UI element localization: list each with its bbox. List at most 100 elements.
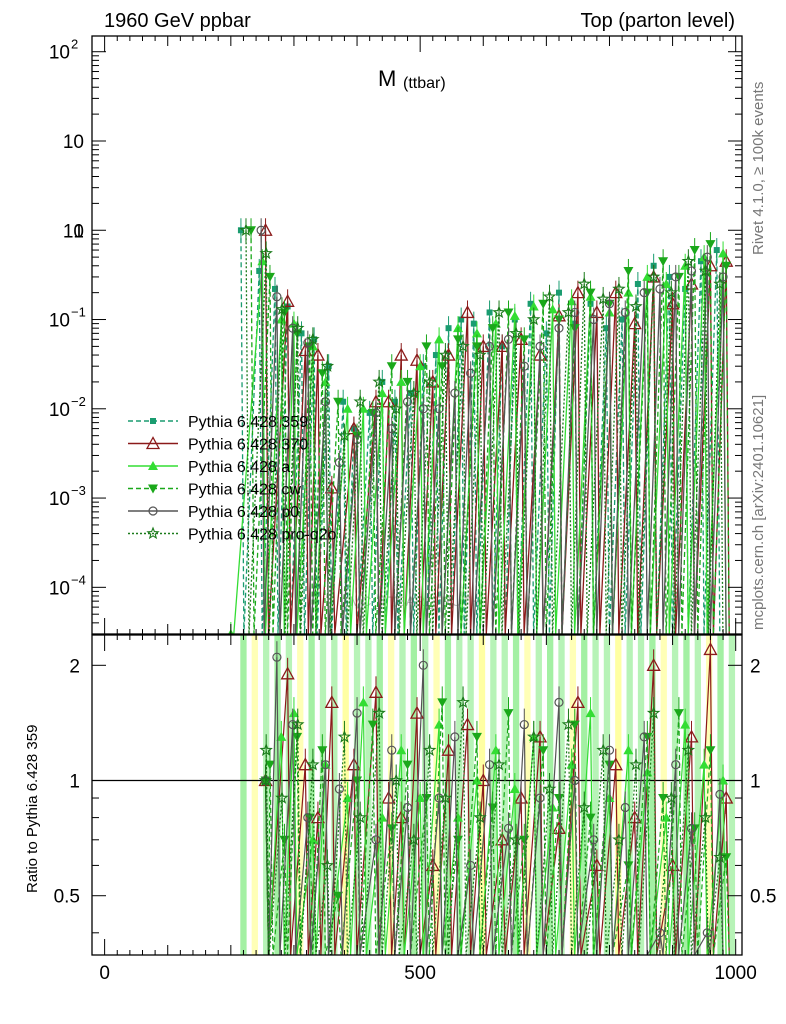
ratio-band — [308, 635, 315, 955]
data-point — [272, 292, 282, 302]
ratio-point — [620, 802, 630, 813]
data-point — [646, 269, 661, 283]
ratio-point — [337, 729, 352, 743]
legend-entry: Pythia 6.428 cw — [128, 482, 301, 499]
ratio-point — [492, 757, 506, 771]
data-point — [334, 457, 344, 468]
data-point — [396, 376, 407, 386]
data-point — [623, 266, 634, 276]
ratio-point — [438, 790, 453, 804]
data-point — [623, 287, 634, 297]
ratio-band — [535, 635, 542, 955]
legend-entry: Pythia 6.428 359 — [128, 414, 308, 431]
ratio-band — [331, 635, 338, 955]
ratio-point — [535, 793, 545, 803]
data-point — [689, 246, 700, 256]
data-point — [686, 266, 697, 276]
ratio-point — [353, 810, 367, 824]
ratio-point — [471, 775, 482, 785]
xtick-label: 0 — [99, 963, 110, 984]
ratio-point — [456, 695, 470, 709]
ratio-line — [264, 657, 724, 955]
data-point — [527, 300, 534, 307]
data-point — [407, 386, 421, 399]
data-point — [275, 302, 289, 316]
data-point — [237, 227, 244, 234]
ratio-point — [342, 793, 353, 803]
data-point — [306, 332, 320, 346]
ratio-point — [372, 705, 386, 719]
ratio-ytick-label-right: 2 — [750, 656, 761, 677]
ratio-point — [306, 757, 320, 771]
data-point — [257, 256, 268, 266]
ratio-point — [503, 709, 514, 719]
data-point — [642, 271, 653, 281]
legend-marker — [148, 484, 158, 494]
header-right: Top (parton level) — [580, 10, 735, 32]
ratio-point — [509, 832, 523, 846]
data-point — [484, 341, 495, 351]
data-point — [394, 347, 409, 361]
ratio-band — [444, 635, 452, 955]
ratio-point — [681, 743, 696, 757]
ratio-band — [467, 635, 474, 955]
data-point — [471, 328, 482, 338]
data-point — [503, 308, 514, 318]
ratio-band — [626, 635, 633, 955]
ratio-band — [387, 635, 395, 955]
ratio-band — [649, 635, 656, 955]
ytick-exponent: −1 — [71, 305, 86, 320]
ratio-band — [490, 635, 497, 955]
ratio-point — [303, 812, 313, 823]
ratio-frame — [91, 634, 743, 956]
data-point — [585, 288, 596, 298]
ratio-point — [418, 660, 428, 670]
main-frame — [91, 35, 743, 635]
ratio-point — [566, 759, 577, 769]
data-point — [288, 323, 298, 333]
data-point — [603, 325, 610, 332]
ratio-point — [484, 760, 495, 770]
data-point — [387, 423, 397, 434]
ratio-point — [655, 928, 665, 938]
data-point — [526, 312, 541, 326]
ratio-point — [646, 657, 661, 671]
ratio-point — [394, 810, 409, 824]
data-point — [389, 401, 403, 415]
data-point — [438, 347, 453, 361]
data-point — [432, 352, 439, 359]
data-point — [264, 272, 275, 282]
ratio-point — [495, 832, 510, 846]
ratio-point — [280, 666, 295, 680]
ratio-band — [637, 635, 645, 955]
ratio-point — [324, 695, 339, 709]
data-point — [509, 310, 520, 320]
ratio-point — [402, 802, 413, 813]
ratio-point — [421, 794, 432, 804]
data-point — [658, 257, 669, 267]
data-point — [402, 397, 413, 407]
ratio-point — [466, 860, 476, 871]
ratio-point — [320, 760, 331, 770]
ytick-exponent: −2 — [71, 394, 86, 409]
ratio-band — [240, 635, 247, 955]
ratio-point — [367, 720, 378, 730]
ytick-label: 10 — [49, 578, 70, 599]
series-4 — [256, 218, 728, 634]
data-point — [543, 330, 550, 337]
data-point — [671, 272, 681, 282]
ratio-point — [554, 697, 564, 707]
header-left: 1960 GeV ppbar — [104, 10, 251, 32]
ratio-point — [389, 773, 403, 787]
ratio-point — [352, 708, 362, 718]
ratio-ytick-label-right: 0.5 — [750, 887, 776, 908]
ratio-point — [698, 810, 713, 824]
legend-entry: Pythia 6.428 370 — [128, 436, 308, 454]
legend-label: Pythia 6.428 pro-q2o — [188, 527, 337, 544]
ratio-point — [705, 746, 716, 756]
data-point — [402, 377, 413, 387]
data-point — [353, 394, 367, 408]
series-line — [260, 230, 727, 634]
data-point — [542, 289, 557, 303]
